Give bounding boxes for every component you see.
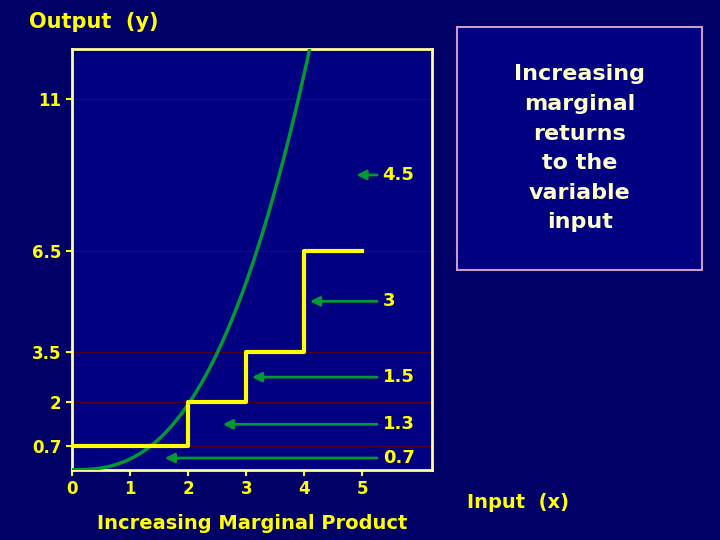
Text: Output  (y): Output (y) bbox=[29, 12, 158, 32]
Text: Increasing
marginal
returns
to the
variable
input: Increasing marginal returns to the varia… bbox=[514, 64, 645, 233]
Text: 3: 3 bbox=[313, 292, 395, 310]
Text: 4.5: 4.5 bbox=[359, 166, 415, 184]
Text: 1.5: 1.5 bbox=[255, 368, 415, 386]
Text: 0.7: 0.7 bbox=[168, 449, 415, 467]
Text: Input  (x): Input (x) bbox=[467, 492, 570, 512]
Text: Increasing Marginal Product: Increasing Marginal Product bbox=[96, 514, 408, 534]
Text: 1.3: 1.3 bbox=[226, 415, 415, 433]
